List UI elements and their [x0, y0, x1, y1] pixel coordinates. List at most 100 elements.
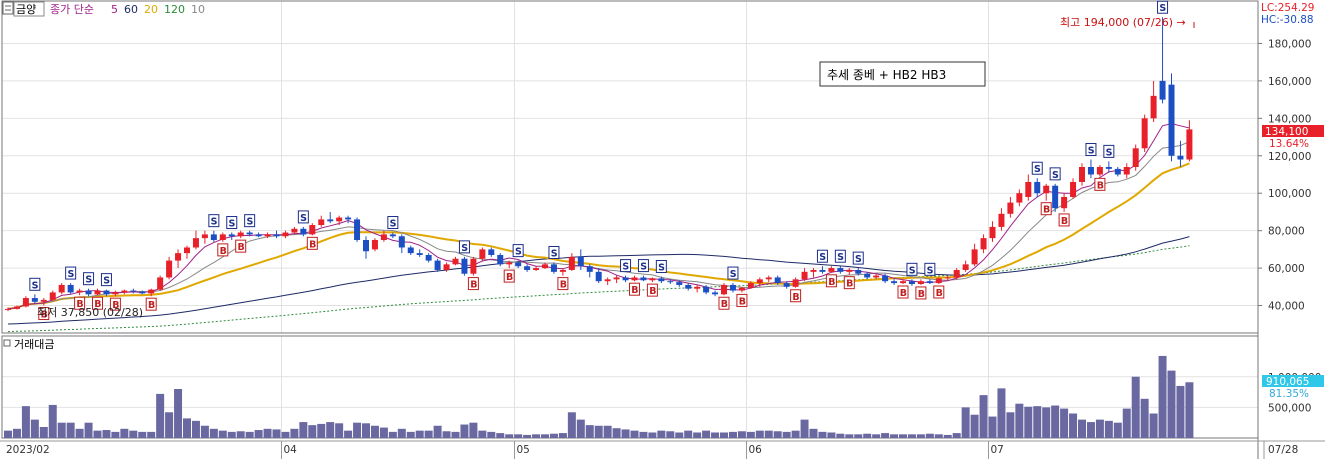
volume-bar	[496, 433, 505, 438]
buy-signal	[915, 286, 927, 300]
candle-up	[935, 278, 942, 284]
candle-up	[1070, 181, 1077, 197]
volume-bar	[308, 425, 317, 438]
volume-bar	[782, 431, 791, 438]
candle-down	[363, 240, 369, 252]
candle-down	[676, 282, 683, 285]
volume-bar	[621, 429, 630, 438]
sell-signal-text: S	[103, 276, 110, 287]
candle-down	[130, 290, 137, 292]
volume-bar	[299, 422, 308, 438]
candle-down	[882, 275, 889, 282]
buy-signal	[790, 289, 802, 303]
sell-signal	[852, 251, 864, 265]
buy-signal	[306, 236, 318, 250]
candle-up	[756, 279, 763, 284]
candlesticks	[5, 17, 1193, 312]
sell-signal-text: S	[1088, 146, 1095, 157]
volume-bar	[514, 434, 523, 438]
buy-signal	[145, 297, 157, 311]
candle-up	[371, 240, 378, 250]
buy-signal-text: B	[506, 272, 513, 283]
sell-signal	[548, 245, 560, 259]
volume-bar	[1167, 370, 1176, 438]
buy-signal	[1058, 213, 1070, 227]
candle-down	[837, 268, 844, 272]
sell-signal-text: S	[461, 243, 468, 254]
volume-bar	[362, 423, 370, 438]
volume-bar	[1033, 406, 1042, 438]
candle-up	[810, 269, 817, 272]
sell-signal-text: S	[390, 219, 397, 230]
volume-bar	[594, 425, 603, 438]
volume-bar	[397, 428, 406, 438]
volume-bar	[433, 425, 442, 438]
sell-signal-text: S	[229, 219, 236, 230]
volume-menu-icon[interactable]	[3, 339, 11, 347]
candle-up	[1141, 118, 1148, 149]
buy-signal	[629, 282, 640, 296]
candle-down	[398, 236, 405, 248]
chart-grid	[2, 1, 1258, 438]
volume-bar	[567, 412, 576, 438]
volume-bar	[236, 431, 245, 438]
sell-signal-text: S	[1034, 164, 1041, 175]
sell-signal-text: S	[927, 265, 934, 276]
ma-label: 종가 단순	[50, 3, 94, 16]
candle-up	[479, 249, 486, 259]
buy-signal-text: B	[112, 300, 119, 311]
date-tick-label: 05	[517, 444, 530, 456]
volume-bar	[245, 431, 254, 438]
volume-bar	[693, 432, 702, 438]
volume-bar	[1060, 408, 1069, 438]
date-tick-label: 07	[991, 444, 1004, 456]
ma-period-120: 120	[164, 3, 185, 16]
candle-down	[819, 269, 826, 272]
sell-signal	[512, 244, 524, 258]
volume-bar	[863, 433, 872, 438]
buy-signal-text: B	[220, 246, 227, 257]
volume-bars	[4, 355, 1194, 438]
candle-down	[515, 262, 522, 267]
candle-up	[282, 232, 289, 237]
volume-bar	[183, 418, 191, 438]
volume-bar	[370, 425, 379, 438]
sell-signal	[834, 249, 846, 263]
sell-signal-text: S	[1159, 3, 1166, 14]
candle-down	[1052, 185, 1059, 209]
candle-down	[1168, 84, 1175, 156]
candle-down	[1159, 80, 1166, 100]
volume-bar	[1024, 406, 1033, 438]
buy-signal-text: B	[76, 299, 83, 310]
volume-bar	[290, 428, 299, 438]
candle-down	[783, 283, 790, 287]
volume-bar	[317, 423, 326, 438]
candle-up	[747, 283, 754, 288]
volume-bar	[1176, 385, 1185, 438]
buy-signal	[1040, 202, 1052, 216]
buy-signal-text: B	[828, 277, 835, 288]
ma60-line	[7, 236, 1190, 325]
buy-signal	[825, 274, 837, 288]
candle-up	[219, 234, 226, 241]
candle-down	[327, 219, 334, 222]
candle-down	[85, 290, 92, 295]
symbol-box[interactable]	[13, 1, 45, 17]
volume-bar	[630, 430, 639, 438]
candle-down	[524, 266, 531, 270]
candle-down	[354, 219, 361, 241]
volume-tick-label: 500,000	[1268, 402, 1311, 414]
volume-bar	[818, 431, 827, 438]
candle-down	[703, 286, 710, 293]
candle-down	[640, 277, 647, 281]
price-axis: 40,00060,00080,000100,000120,000140,0001…	[1258, 38, 1311, 313]
buy-signal-text: B	[1043, 205, 1050, 216]
menu-icon[interactable]	[2, 1, 14, 15]
buy-signal-text: B	[649, 286, 656, 297]
volume-bar	[1140, 398, 1149, 438]
buy-signal-text: B	[148, 300, 155, 311]
volume-bar	[487, 431, 496, 438]
volume-bar	[809, 428, 818, 438]
candle-up	[828, 268, 835, 272]
